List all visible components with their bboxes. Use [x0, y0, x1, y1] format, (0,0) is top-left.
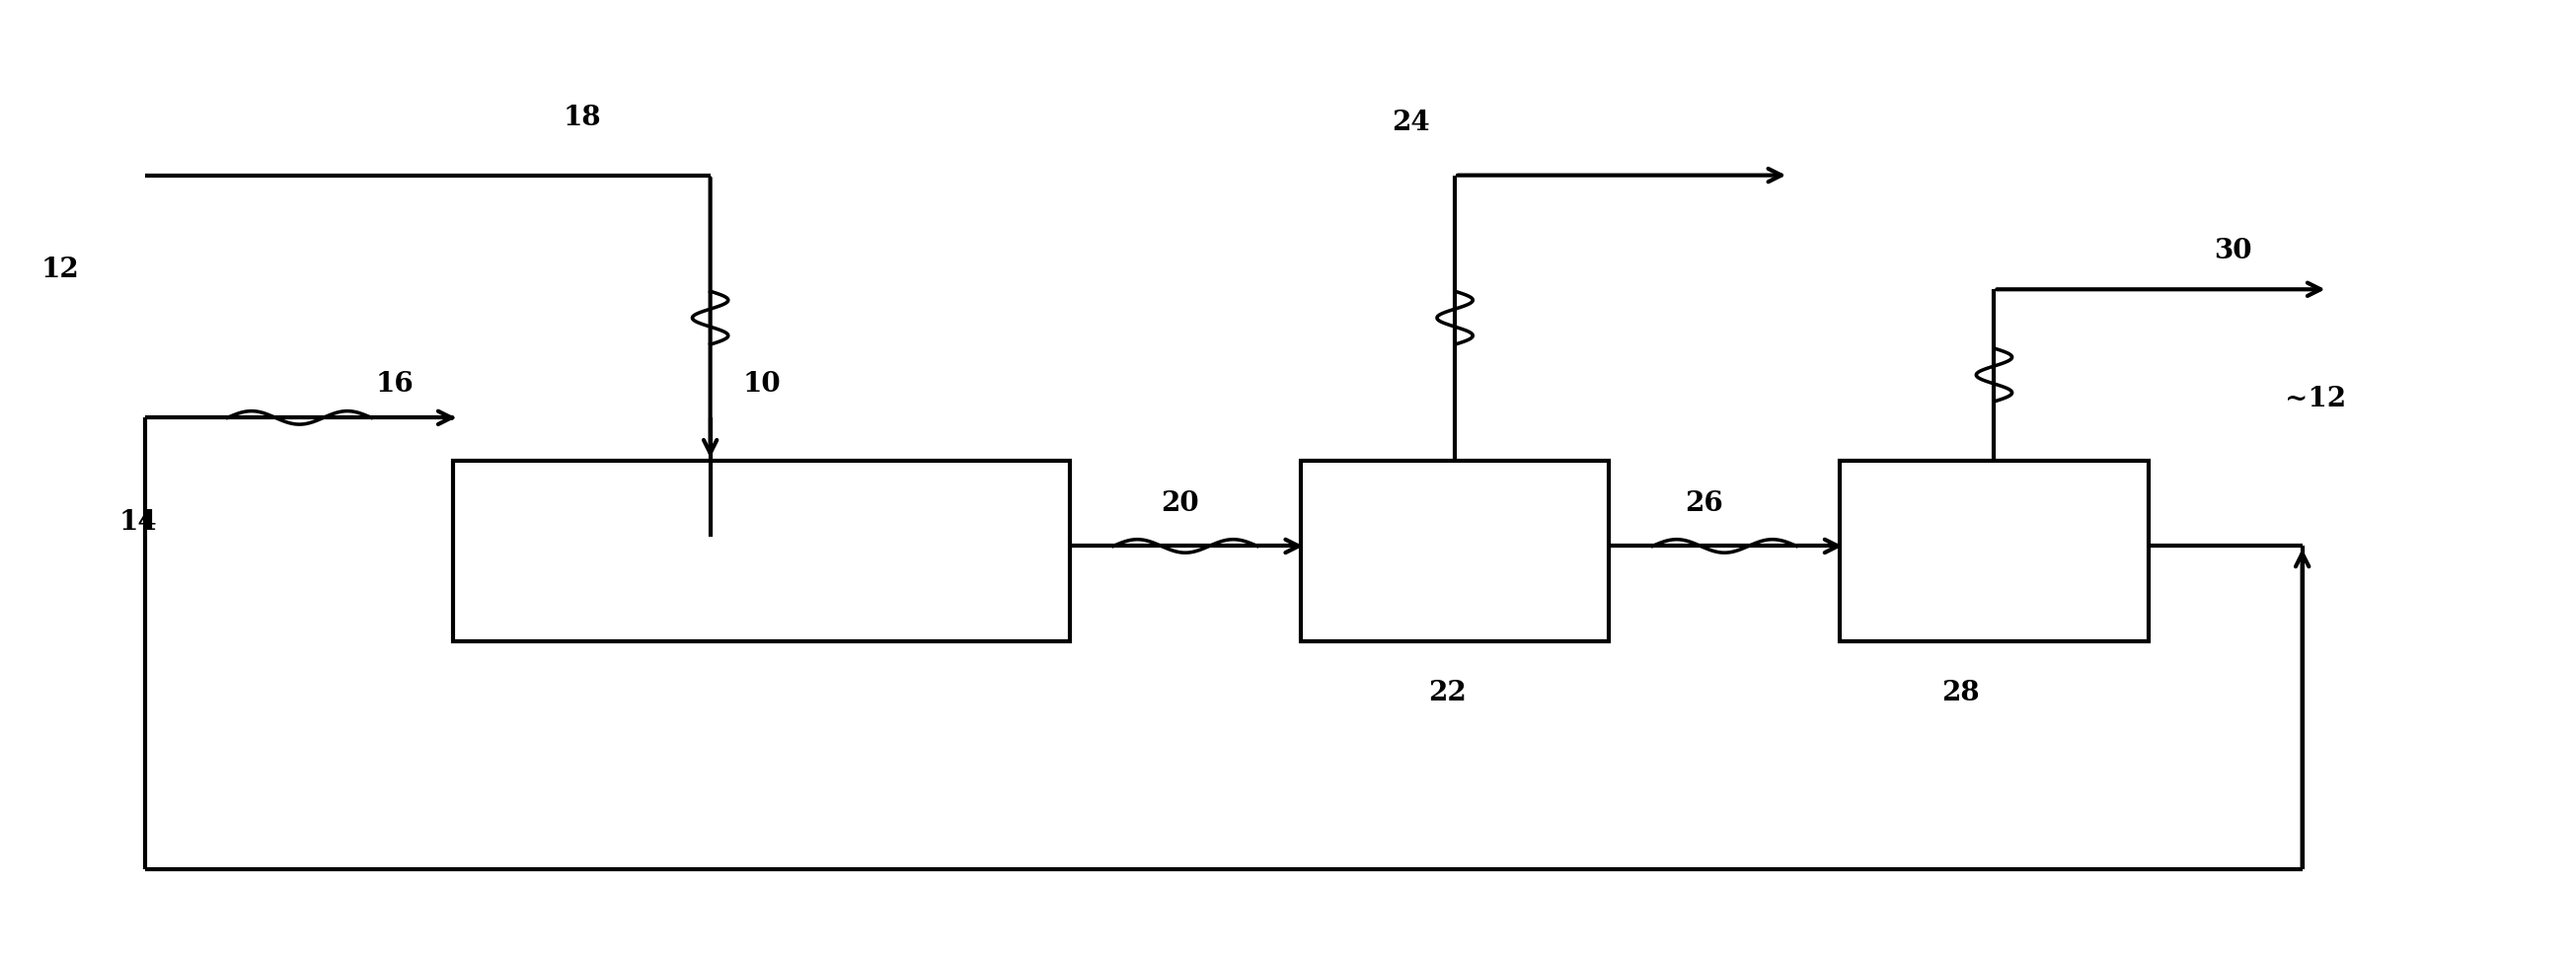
Text: 10: 10 [742, 371, 781, 398]
Text: 14: 14 [118, 509, 157, 536]
Bar [453, 460, 1069, 642]
Text: ~12: ~12 [2285, 386, 2347, 412]
Text: 18: 18 [562, 105, 600, 131]
Text: 16: 16 [376, 371, 415, 398]
Bar [1839, 460, 2148, 642]
Text: 26: 26 [1685, 490, 1723, 517]
Text: 20: 20 [1162, 490, 1200, 517]
Text: 30: 30 [2213, 238, 2251, 265]
Text: 22: 22 [1427, 680, 1466, 707]
Text: 28: 28 [1942, 680, 1981, 707]
Text: 12: 12 [41, 257, 80, 284]
Bar [1301, 460, 1610, 642]
Text: 24: 24 [1391, 109, 1430, 136]
